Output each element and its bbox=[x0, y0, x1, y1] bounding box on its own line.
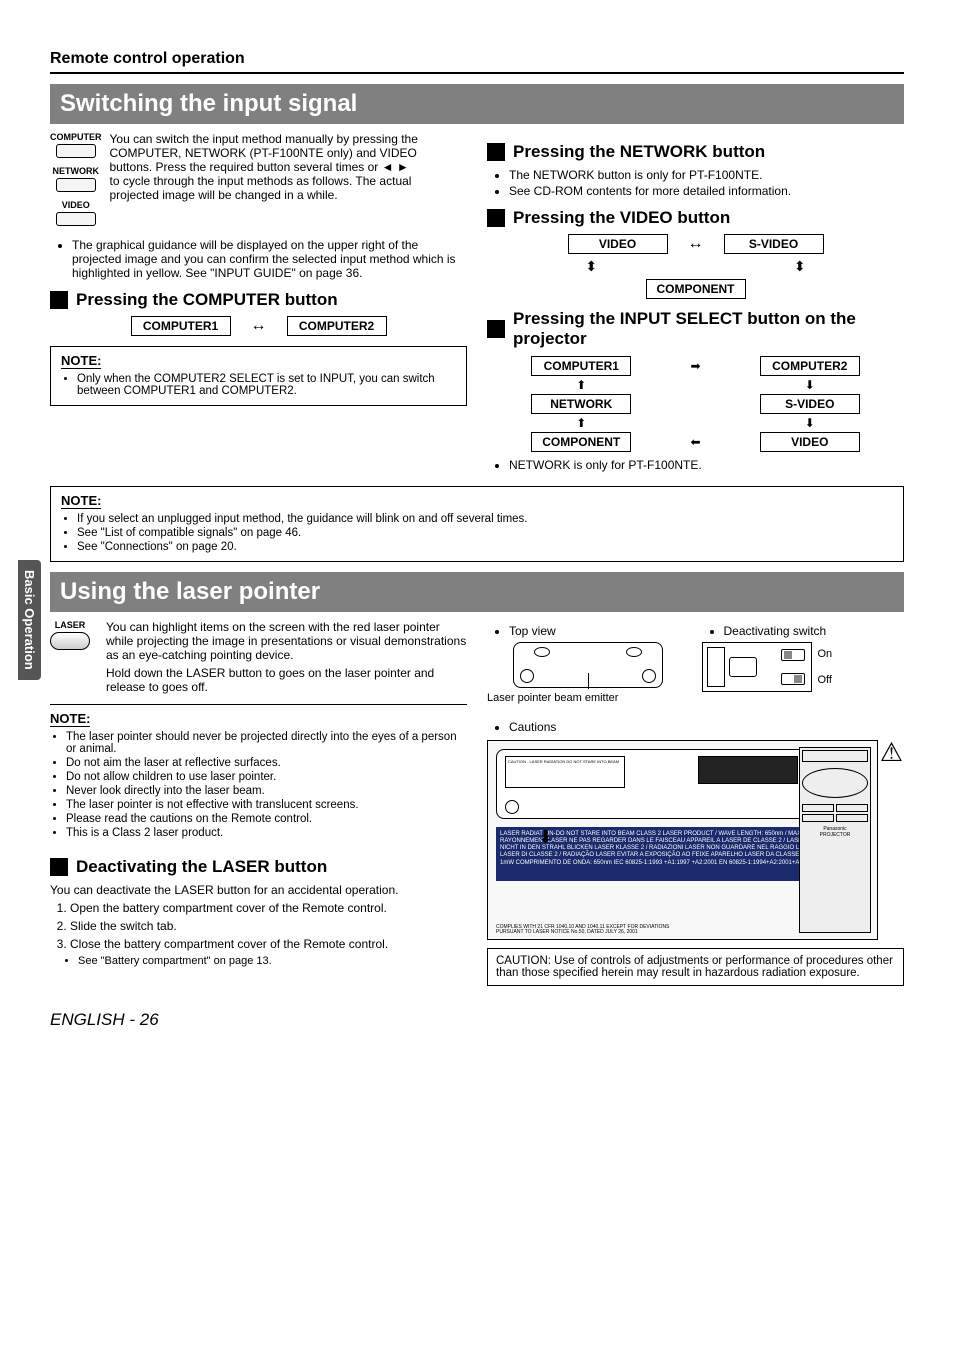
note-item: If you select an unplugged input method,… bbox=[77, 513, 893, 525]
network-bullet-1: The NETWORK button is only for PT-F100NT… bbox=[509, 168, 904, 182]
laser-intro: You can highlight items on the screen wi… bbox=[106, 620, 467, 662]
banner-laser: Using the laser pointer bbox=[50, 572, 904, 612]
cautions-label: Cautions bbox=[509, 720, 904, 734]
off-label: Off bbox=[818, 674, 833, 686]
caution-diagram: ⚠ CAUTION - LASER RADIATION DO NOT STARE… bbox=[487, 740, 878, 940]
banner-switching: Switching the input signal bbox=[50, 84, 904, 124]
box-is-svideo: S-VIDEO bbox=[760, 394, 860, 414]
arrow-up-icon: ⬆ bbox=[576, 416, 586, 430]
subhead-deactivate-text: Deactivating the LASER button bbox=[76, 857, 327, 877]
arrow-right-icon: ➡ bbox=[690, 359, 700, 373]
arrow-down-icon: ⬇ bbox=[538, 827, 553, 848]
box-video: VIDEO bbox=[568, 234, 668, 254]
box-is-network: NETWORK bbox=[531, 394, 631, 414]
intro-bullet: The graphical guidance will be displayed… bbox=[72, 238, 467, 280]
deact-step: Slide the switch tab. bbox=[70, 919, 467, 933]
note-title: NOTE: bbox=[50, 711, 90, 727]
deact-intro: You can deactivate the LASER button for … bbox=[50, 883, 467, 897]
subhead-computer-text: Pressing the COMPUTER button bbox=[76, 290, 338, 310]
note-box-2: NOTE: If you select an unplugged input m… bbox=[50, 486, 904, 562]
note-box-laser: NOTE: The laser pointer should never be … bbox=[50, 704, 467, 847]
inputselect-foot: NETWORK is only for PT-F100NTE. bbox=[509, 458, 904, 472]
note-item: See "Connections" on page 20. bbox=[77, 541, 893, 553]
switch-diagram bbox=[702, 642, 812, 692]
subhead-network-text: Pressing the NETWORK button bbox=[513, 142, 765, 162]
subhead-inputselect-text: Pressing the INPUT SELECT button on the … bbox=[513, 309, 904, 350]
footer-lang: ENGLISH bbox=[50, 1010, 125, 1029]
laser-btn-icon bbox=[50, 632, 90, 650]
side-tab: Basic Operation bbox=[18, 560, 41, 680]
note-item: Do not allow children to use laser point… bbox=[66, 771, 467, 783]
arrow-lr-icon: ↔ bbox=[688, 235, 704, 253]
deactswitch-label: Deactivating switch bbox=[724, 624, 905, 638]
caution-text-box: CAUTION: Use of controls of adjustments … bbox=[487, 948, 904, 986]
arrow-left-icon: ⬅ bbox=[690, 435, 700, 449]
remote-btn-icon bbox=[56, 178, 96, 192]
remote-label-computer: COMPUTER bbox=[50, 132, 102, 142]
arrow-up-icon: ⬆ bbox=[576, 378, 586, 392]
note-box-1: NOTE: Only when the COMPUTER2 SELECT is … bbox=[50, 346, 467, 406]
note-title: NOTE: bbox=[61, 353, 101, 369]
intro-text: You can switch the input method manually… bbox=[110, 132, 420, 234]
note-item: Please read the cautions on the Remote c… bbox=[66, 813, 467, 825]
box-svideo: S-VIDEO bbox=[724, 234, 824, 254]
box-computer1: COMPUTER1 bbox=[131, 316, 231, 336]
network-bullet-2: See CD-ROM contents for more detailed in… bbox=[509, 184, 904, 198]
footer-page: 26 bbox=[140, 1010, 159, 1029]
note-item: Only when the COMPUTER2 SELECT is set to… bbox=[77, 373, 456, 397]
laser-intro2: Hold down the LASER button to goes on th… bbox=[106, 666, 467, 694]
box-component: COMPONENT bbox=[646, 279, 746, 299]
laser-button-diagram: LASER bbox=[50, 620, 90, 694]
warning-triangle-icon: ⚠ bbox=[880, 737, 903, 768]
subhead-deactivate: Deactivating the LASER button bbox=[50, 857, 467, 877]
deact-step: Open the battery compartment cover of th… bbox=[70, 901, 467, 915]
arrow-down-icon: ⬇ bbox=[805, 416, 815, 430]
remote-control-panel-icon: PanasonicPROJECTOR bbox=[799, 747, 871, 933]
remote-btn-icon bbox=[56, 212, 96, 226]
note-item: Do not aim the laser at reflective surfa… bbox=[66, 757, 467, 769]
remote-label-network: NETWORK bbox=[50, 166, 102, 176]
subhead-computer: Pressing the COMPUTER button bbox=[50, 290, 467, 310]
deact-subnote: See "Battery compartment" on page 13. bbox=[78, 955, 467, 967]
topview-label: Top view bbox=[509, 624, 690, 638]
note-item: Never look directly into the laser beam. bbox=[66, 785, 467, 797]
subhead-inputselect: Pressing the INPUT SELECT button on the … bbox=[487, 309, 904, 350]
subhead-network: Pressing the NETWORK button bbox=[487, 142, 904, 162]
box-computer2: COMPUTER2 bbox=[287, 316, 387, 336]
arrow-updown-icon: ⬍ bbox=[794, 258, 806, 275]
laser-label: LASER bbox=[50, 620, 90, 630]
deact-step: Close the battery compartment cover of t… bbox=[70, 937, 467, 951]
note-item: The laser pointer is not effective with … bbox=[66, 799, 467, 811]
remote-button-diagram: COMPUTER NETWORK VIDEO bbox=[50, 132, 102, 234]
remote-btn-icon bbox=[56, 144, 96, 158]
subhead-video-text: Pressing the VIDEO button bbox=[513, 208, 730, 228]
subhead-video: Pressing the VIDEO button bbox=[487, 208, 904, 228]
on-label: On bbox=[818, 648, 833, 660]
box-is-video: VIDEO bbox=[760, 432, 860, 452]
topview-diagram bbox=[513, 642, 663, 688]
emitter-label: Laser pointer beam emitter bbox=[487, 692, 690, 704]
page-footer: ENGLISH - 26 bbox=[50, 1010, 904, 1030]
note-title: NOTE: bbox=[61, 493, 101, 509]
box-is-computer2: COMPUTER2 bbox=[760, 356, 860, 376]
arrow-down-icon: ⬇ bbox=[805, 378, 815, 392]
note-item: The laser pointer should never be projec… bbox=[66, 731, 467, 755]
remote-label-video: VIDEO bbox=[50, 200, 102, 210]
note-item: This is a Class 2 laser product. bbox=[66, 827, 467, 839]
arrow-updown-icon: ⬍ bbox=[585, 258, 597, 275]
page-section-header: Remote control operation bbox=[50, 50, 904, 74]
arrow-lr-icon: ↔ bbox=[251, 317, 267, 335]
compliance-text: COMPLIES WITH 21 CFR 1040.10 AND 1040.11… bbox=[496, 925, 696, 935]
note-item: See "List of compatible signals" on page… bbox=[77, 527, 893, 539]
box-is-component: COMPONENT bbox=[531, 432, 631, 452]
box-is-computer1: COMPUTER1 bbox=[531, 356, 631, 376]
